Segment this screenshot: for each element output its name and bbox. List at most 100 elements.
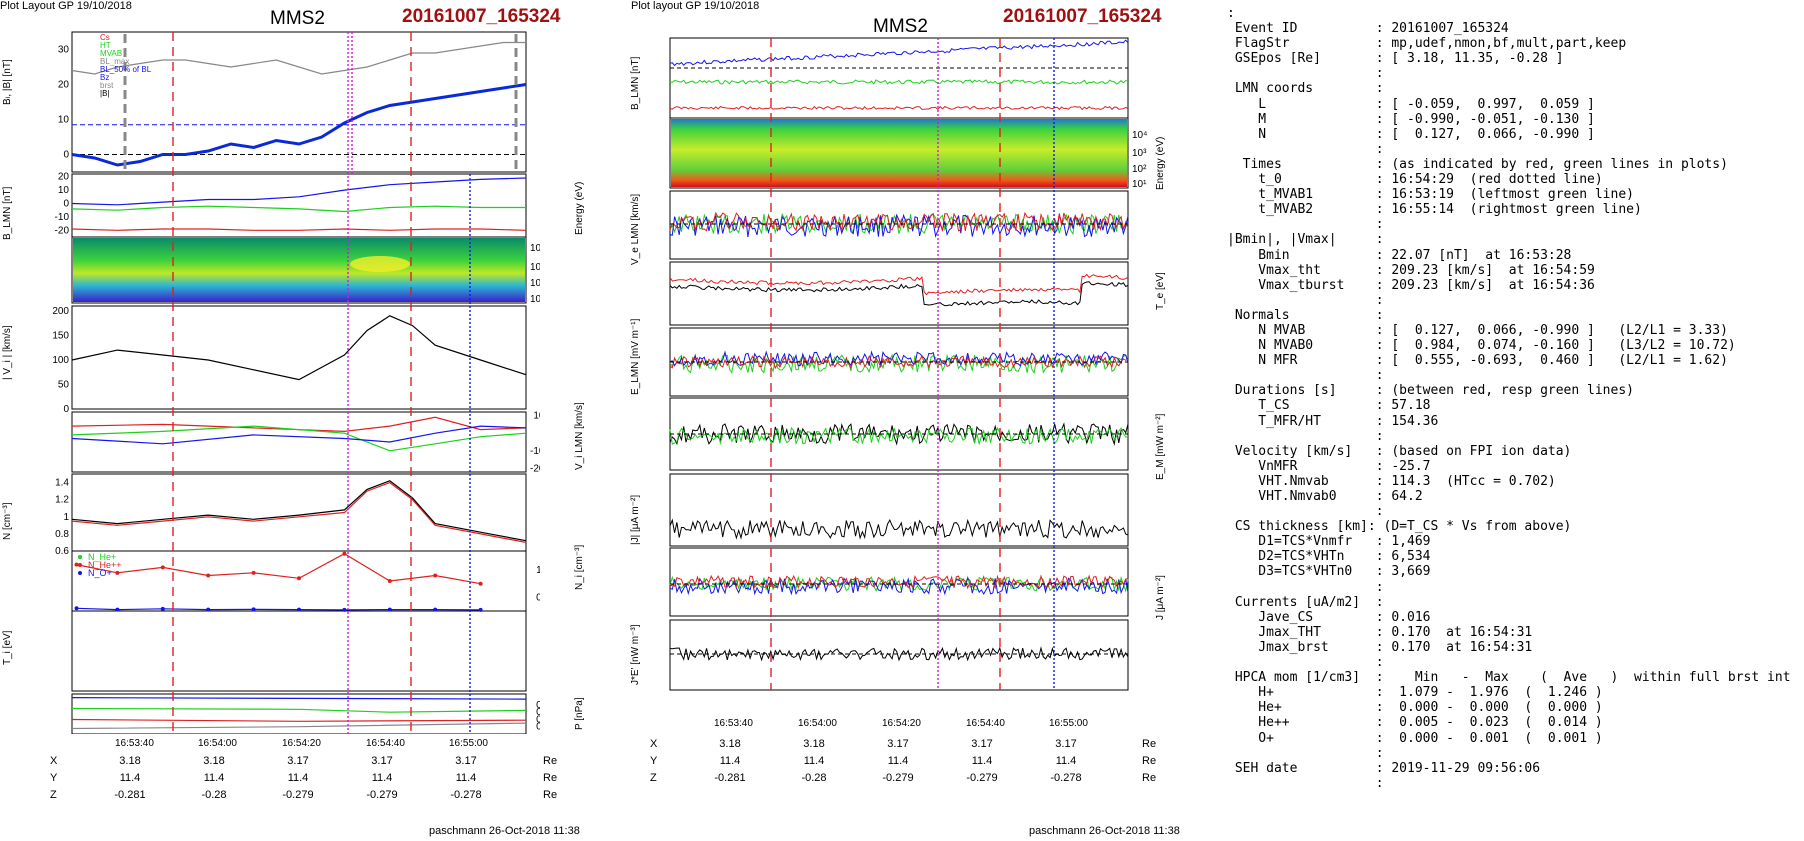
left-plot-layout-label: Plot Layout GP 19/10/2018 [0, 0, 132, 12]
mid-coord-x-3: 3.17 [887, 738, 909, 750]
legend-n-o-plus: N_O+ [88, 568, 112, 578]
left-energy-tick-1e1: 10¹ [530, 294, 540, 305]
left-coord-y-unit: Re [543, 772, 558, 784]
left-coord-y-1: 11.4 [119, 772, 141, 784]
mid-plot-stack: 10⁴ 10³ 10² 10¹ [669, 37, 1147, 691]
left-ylabel-p: P [nPa] [574, 697, 585, 730]
left-ylabel-vilmn: V_i LMN [km/s] [574, 402, 585, 470]
mid-event-id: 20161007_165324 [1003, 6, 1162, 27]
mid-je-black [669, 646, 1129, 662]
left-7-marker-0-3 [206, 573, 211, 578]
left-ylabel-n: N [cm⁻³] [2, 502, 13, 541]
left-coord-y-label: Y [50, 772, 58, 784]
mid-footer: paschmann 26-Oct-2018 11:38 [1029, 825, 1180, 837]
left-7-marker-0-0 [74, 562, 79, 567]
left-5-series-2 [71, 425, 527, 445]
left-ylabel-ti: T_i [eV] [2, 630, 13, 665]
left-coord-x-3: 3.17 [287, 755, 309, 767]
left-6-series-0 [71, 481, 527, 543]
mid-panel-jmag [669, 473, 1129, 547]
legend-brst: brst [100, 81, 114, 90]
left-footer: paschmann 26-Oct-2018 11:38 [429, 825, 580, 837]
mid-energy-ticks: 10⁴ 10³ 10² 10¹ [1132, 130, 1147, 190]
left-2-ytick-4: 20 [58, 172, 70, 183]
mid-panel-blmn [669, 37, 1129, 119]
left-spacecraft-title: MMS2 [270, 8, 325, 29]
mid-panel-je [669, 619, 1129, 691]
left-panel-energy [71, 236, 527, 304]
left-4-series-0 [71, 315, 527, 381]
left-7-series-0 [76, 553, 481, 585]
left-ylabel-b: Bₗ, |B| [nT] [2, 59, 13, 105]
left-panel-frames [71, 31, 527, 734]
mid-energy-tick-1e1: 10¹ [1132, 179, 1147, 190]
mid-energy-tick-1e3: 10³ [1132, 148, 1147, 159]
mid-coord-z-4: -0.279 [966, 772, 998, 784]
mid-e-red [669, 354, 1129, 370]
left-6-ytick-3: 1.2 [55, 495, 69, 506]
left-7-ytick-1: 0.5 [536, 592, 540, 603]
legend-mvab: MVAB [100, 49, 122, 58]
left-coord-z-label: Z [50, 789, 57, 801]
left-7-marker-0-7 [387, 579, 392, 583]
left-7-marker-1-4 [251, 607, 256, 612]
legend-b-mag: |B| [100, 89, 110, 98]
mid-panel-energy [669, 117, 1129, 189]
left-7-marker-0-5 [297, 576, 301, 581]
left-time-tick-4: 16:54:40 [366, 738, 405, 749]
mid-coord-x-2: 3.18 [803, 738, 825, 750]
mid-jvec-red [669, 574, 1129, 590]
left-7-marker-1-9 [478, 607, 483, 612]
mid-ylabel-energy: Energy (eV) [1155, 136, 1166, 190]
left-2-ytick-0: -20 [55, 225, 70, 236]
left-7-marker-1-1 [115, 607, 120, 612]
left-coord-x-2: 3.18 [203, 755, 225, 767]
left-6-ytick-2: 1 [63, 512, 69, 523]
left-panel-ti [71, 610, 527, 692]
left-energy-tick-1e3: 10³ [530, 262, 540, 273]
left-panel-ion-comp [71, 550, 527, 612]
mid-coord-z-label: Z [650, 772, 657, 784]
left-9-ytick-3: 0.6 [536, 707, 540, 718]
mid-ve-red [669, 211, 1129, 233]
mid-ylabel-elmn: E_LMN [mV m⁻¹] [630, 318, 641, 395]
mid-e-green [669, 353, 1129, 375]
legend-n-he-plusplus: N_He++ [88, 560, 122, 570]
left-7-marker-1-6 [342, 607, 347, 612]
legend-blmax: BL_max [100, 57, 129, 66]
mid-ylabel-je: J*E' [nW m⁻³] [630, 624, 641, 685]
mid-ylabel-jmag: |J| [μA m⁻²] [630, 494, 641, 545]
left-7-marker-1-7 [387, 607, 392, 612]
mid-ylabel-j: J [μA m⁻²] [1155, 575, 1166, 620]
left-7-marker-0-9 [478, 581, 483, 586]
left-1-series-1 [71, 83, 527, 167]
left-4-ytick-4: 200 [52, 306, 69, 317]
left-panel-pressure [71, 693, 527, 734]
left-7-series-1 [76, 607, 481, 611]
left-coord-y-5: 11.4 [455, 772, 477, 784]
left-ylabel-ni: N_i [cm⁻³] [574, 544, 585, 590]
mid-coord-z-2: -0.28 [801, 772, 827, 784]
mid-coord-z-unit: Re [1142, 772, 1157, 784]
left-panel-vi-lmn [71, 411, 527, 473]
left-coord-x-label: X [50, 755, 58, 767]
left-coord-z-2: -0.28 [201, 789, 227, 801]
left-panel-density [71, 473, 527, 552]
left-9-ytick-1: 0.2 [536, 722, 540, 733]
left-7-marker-1-5 [297, 607, 301, 612]
mid-coord-y-label: Y [650, 755, 658, 767]
mid-time-tick-1: 16:53:40 [714, 718, 753, 729]
mid-bm-trace [669, 79, 1129, 85]
left-7-ytick-3: 1.5 [536, 565, 540, 576]
left-ylabel-vi: | V_i | [km/s] [2, 325, 13, 380]
left-2-series-2 [71, 228, 527, 231]
left-series-group [71, 41, 527, 730]
legend-n-he-plus: N_He+ [88, 552, 116, 562]
mid-coord-z-5: -0.278 [1050, 772, 1082, 784]
left-1-ytick-0: 0 [63, 150, 69, 161]
left-2-ytick-2: 0 [63, 198, 69, 209]
left-9-ytick-2: 0.4 [536, 714, 540, 725]
left-energy-ticks: 10⁴ 10³ 10² 10¹ [530, 243, 540, 305]
mid-bl-trace [669, 39, 1129, 67]
left-panel-vi [71, 305, 527, 410]
